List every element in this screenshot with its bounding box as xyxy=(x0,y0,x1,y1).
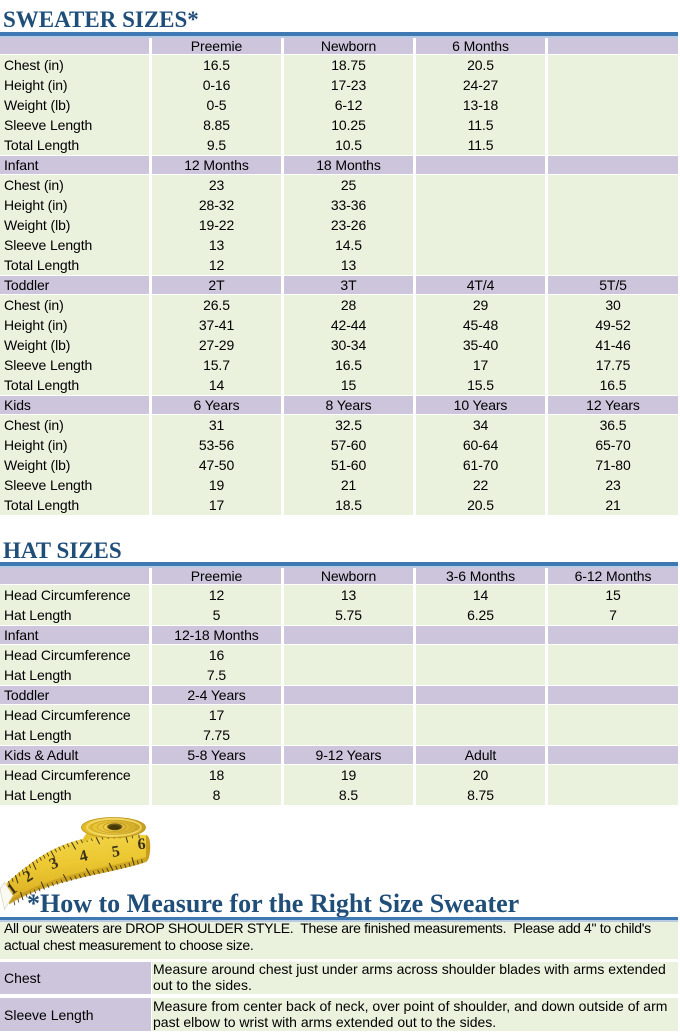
svg-text:5: 5 xyxy=(111,843,121,861)
svg-text:6: 6 xyxy=(137,836,146,854)
